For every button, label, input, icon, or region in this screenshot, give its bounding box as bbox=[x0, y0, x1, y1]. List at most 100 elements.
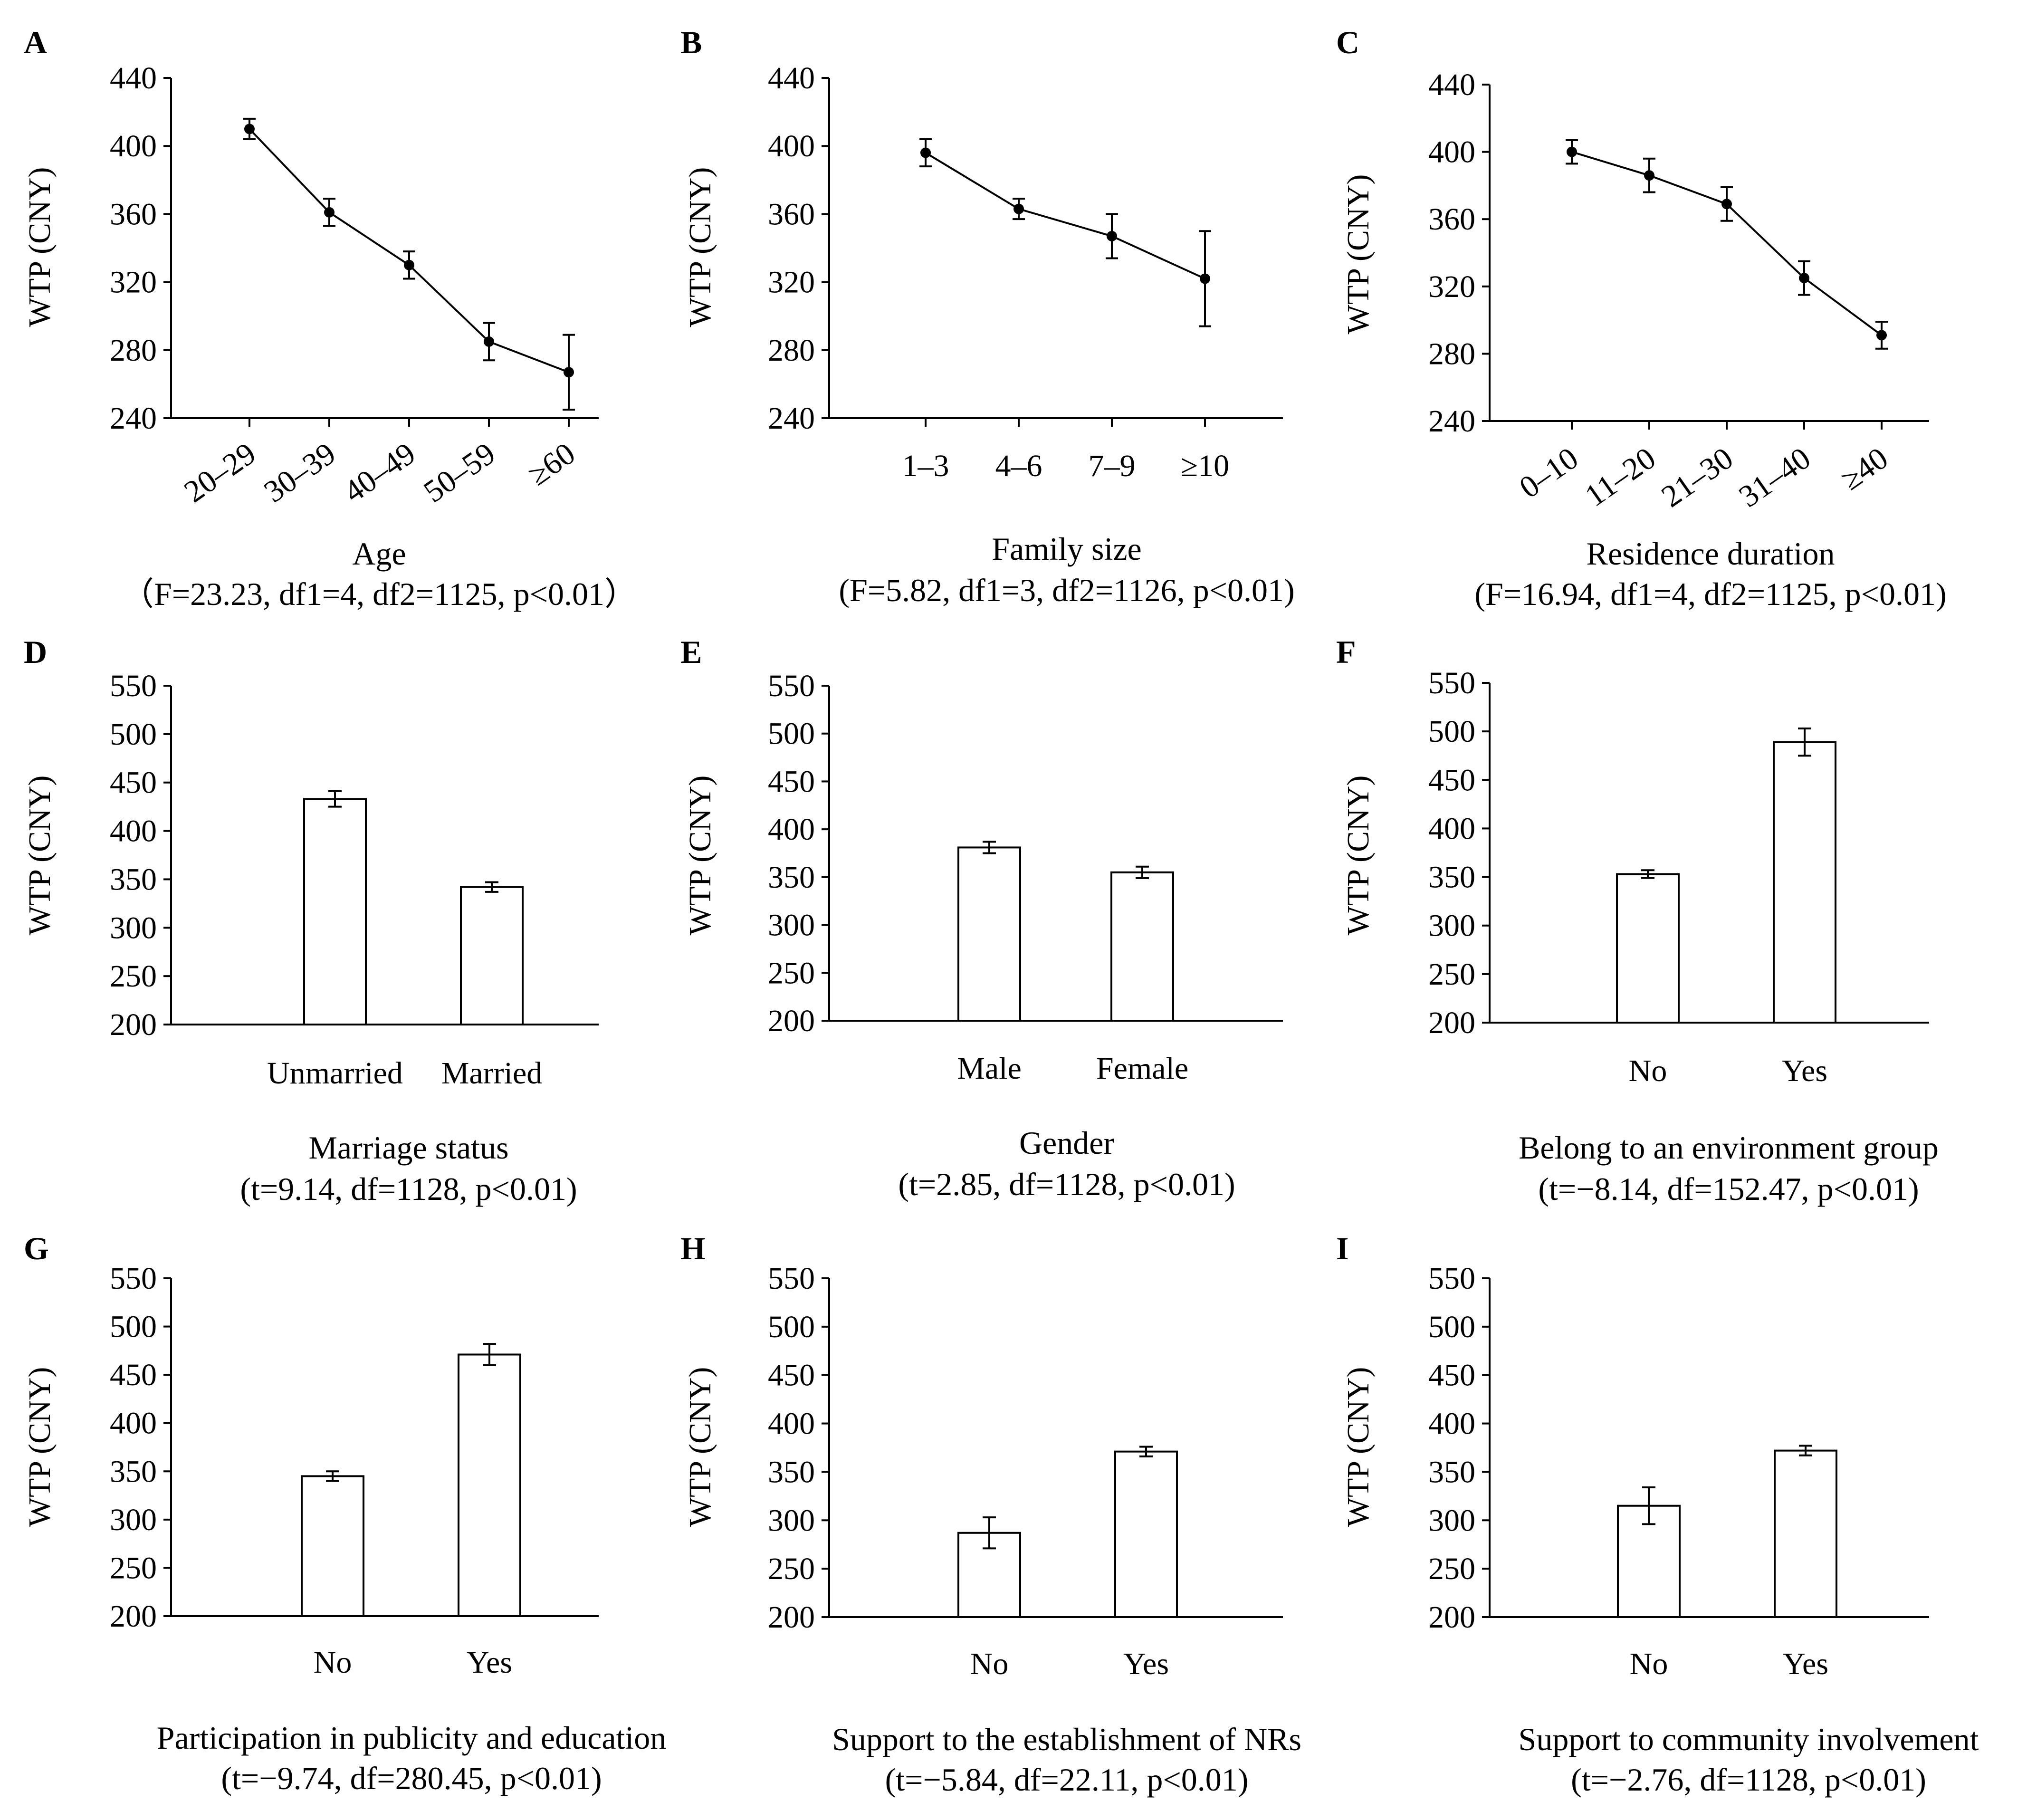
y-tick-label: 400 bbox=[1428, 811, 1475, 846]
y-axis-label: WTP (CNY) bbox=[22, 1367, 57, 1527]
x-tick-label: Male bbox=[957, 1051, 1022, 1086]
bar bbox=[1774, 1449, 1837, 1618]
data-point bbox=[324, 207, 335, 218]
x-tick-label: 20–29 bbox=[178, 436, 262, 509]
bar bbox=[1616, 873, 1680, 1024]
panel-label-g: G bbox=[24, 1230, 49, 1266]
y-tick-label: 360 bbox=[1428, 202, 1475, 237]
x-tick-label: Yes bbox=[1783, 1647, 1828, 1681]
test-statistic: (t=−9.74, df=280.45, p<0.01) bbox=[221, 1760, 602, 1796]
test-statistic: (t=9.14, df=1128, p<0.01) bbox=[240, 1171, 577, 1207]
data-point bbox=[1200, 273, 1210, 284]
x-tick-label: Married bbox=[441, 1056, 543, 1091]
x-tick-label: 31–40 bbox=[1733, 441, 1817, 514]
data-point bbox=[484, 336, 494, 347]
data-point bbox=[564, 367, 574, 378]
x-tick-label: 1–3 bbox=[902, 449, 949, 483]
x-tick-label: Unmarried bbox=[267, 1056, 403, 1091]
y-tick-label: 200 bbox=[1428, 1006, 1475, 1040]
x-axis-label: Age bbox=[352, 536, 406, 572]
data-point bbox=[920, 147, 931, 158]
test-statistic: (F=16.94, df1=4, df2=1125, p<0.01) bbox=[1474, 576, 1946, 612]
y-tick-label: 200 bbox=[768, 1004, 815, 1038]
y-tick-label: 360 bbox=[768, 197, 815, 231]
panel-label-c: C bbox=[1336, 24, 1359, 60]
bar bbox=[1773, 741, 1836, 1024]
test-statistic: （F=23.23, df1=4, df2=1125, p<0.01） bbox=[122, 576, 637, 612]
x-axis-label: Marriage status bbox=[308, 1130, 508, 1166]
x-tick-label: 30–39 bbox=[258, 436, 342, 509]
y-tick-label: 400 bbox=[110, 129, 157, 163]
data-point bbox=[244, 124, 255, 134]
y-tick-label: 440 bbox=[110, 61, 157, 96]
y-tick-label: 280 bbox=[1428, 336, 1475, 371]
y-tick-label: 250 bbox=[1428, 1552, 1475, 1586]
y-tick-label: 300 bbox=[110, 1503, 157, 1537]
test-statistic: (t=2.85, df=1128, p<0.01) bbox=[898, 1166, 1235, 1202]
y-tick-label: 400 bbox=[110, 814, 157, 849]
y-tick-label: 200 bbox=[1428, 1600, 1475, 1635]
y-tick-label: 440 bbox=[768, 61, 815, 96]
y-tick-label: 360 bbox=[110, 197, 157, 231]
panel-label-f: F bbox=[1336, 634, 1356, 670]
y-axis-label: WTP (CNY) bbox=[683, 1367, 717, 1527]
panel-i: I 200 250 300 350 400 450 500 550 WTP (CNY) No Yes S… bbox=[1336, 1230, 1979, 1798]
y-tick-label: 450 bbox=[1428, 763, 1475, 797]
y-tick-label: 400 bbox=[1428, 135, 1475, 170]
y-tick-label: 300 bbox=[110, 910, 157, 945]
x-axis-label: Participation in publicity and education bbox=[157, 1720, 667, 1756]
y-tick-label: 550 bbox=[1428, 666, 1475, 700]
panel-b: B 240 280 320 360 400 440 WTP (CNY) 1–3 4–6 7–9 ≥10… bbox=[680, 24, 1295, 608]
y-tick-label: 320 bbox=[110, 265, 157, 300]
x-tick-label: Yes bbox=[1123, 1647, 1169, 1681]
y-tick-label: 320 bbox=[768, 265, 815, 300]
bar bbox=[1110, 871, 1174, 1022]
y-tick-label: 350 bbox=[768, 1455, 815, 1489]
y-tick-label: 550 bbox=[768, 669, 815, 703]
y-tick-label: 200 bbox=[768, 1600, 815, 1635]
bar bbox=[1114, 1450, 1178, 1619]
y-tick-label: 500 bbox=[110, 1310, 157, 1344]
y-axis-label: WTP (CNY) bbox=[1341, 776, 1376, 936]
y-tick-label: 250 bbox=[110, 959, 157, 994]
x-axis-label: Support to the establishment of NRs bbox=[832, 1721, 1301, 1757]
y-tick-label: 450 bbox=[110, 766, 157, 800]
panel-label-e: E bbox=[680, 634, 702, 670]
bar bbox=[957, 846, 1021, 1022]
x-tick-label: ≥10 bbox=[1181, 449, 1229, 483]
y-tick-label: 250 bbox=[768, 956, 815, 990]
data-point bbox=[1721, 199, 1732, 210]
series-line bbox=[925, 152, 1205, 280]
y-tick-label: 350 bbox=[1428, 1455, 1475, 1489]
data-point bbox=[1644, 170, 1654, 181]
test-statistic: (F=5.82, df1=3, df2=1126, p<0.01) bbox=[839, 572, 1294, 608]
y-tick-label: 300 bbox=[1428, 1503, 1475, 1538]
y-tick-label: 450 bbox=[768, 1358, 815, 1393]
data-point bbox=[1799, 273, 1809, 284]
y-tick-label: 280 bbox=[768, 333, 815, 368]
x-tick-label: 4–6 bbox=[995, 449, 1042, 483]
bar bbox=[301, 1475, 364, 1617]
y-axis-label: WTP (CNY) bbox=[22, 776, 57, 936]
y-tick-label: 400 bbox=[768, 129, 815, 163]
y-axis-label: WTP (CNY) bbox=[683, 776, 717, 936]
panel-label-i: I bbox=[1336, 1230, 1348, 1266]
data-point bbox=[1107, 230, 1117, 241]
y-tick-label: 350 bbox=[110, 1454, 157, 1489]
x-tick-label: ≥60 bbox=[522, 436, 582, 492]
y-tick-label: 350 bbox=[110, 862, 157, 897]
x-tick-label: No bbox=[1629, 1054, 1667, 1088]
x-tick-label: ≥40 bbox=[1835, 441, 1894, 497]
y-tick-label: 550 bbox=[110, 669, 157, 703]
y-tick-label: 280 bbox=[110, 333, 157, 368]
x-tick-label: No bbox=[1630, 1647, 1668, 1681]
test-statistic: (t=−5.84, df=22.11, p<0.01) bbox=[885, 1762, 1249, 1798]
panel-e: E 200 250 300 350 400 450 500 550 WTP (CNY) Male Fe… bbox=[680, 634, 1283, 1202]
x-tick-label: 7–9 bbox=[1089, 449, 1136, 483]
y-tick-label: 240 bbox=[768, 401, 815, 436]
x-axis-label: Family size bbox=[992, 531, 1141, 567]
x-tick-label: 21–30 bbox=[1655, 441, 1740, 514]
panel-f: F 200 250 300 350 400 450 500 550 WTP (CNY) No Yes B… bbox=[1336, 634, 1939, 1207]
data-point bbox=[1567, 146, 1577, 157]
y-tick-label: 450 bbox=[110, 1358, 157, 1392]
